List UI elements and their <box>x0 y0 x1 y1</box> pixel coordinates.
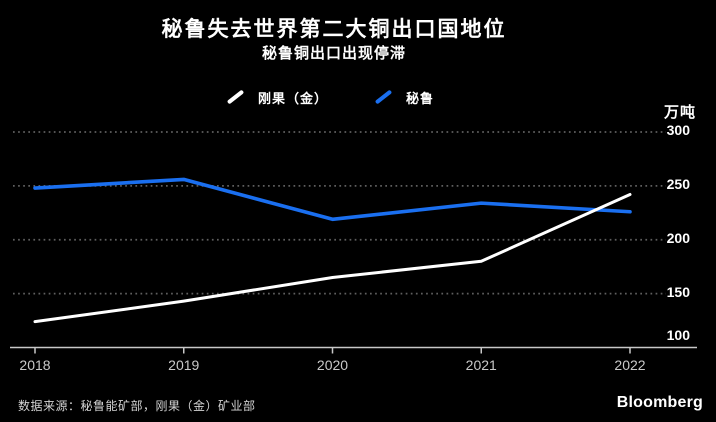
y-axis-labels: 100 150 200 250 300 <box>648 0 690 422</box>
bloomberg-logo: Bloomberg <box>616 394 703 411</box>
x-axis-label-2022: 2022 <box>614 357 646 373</box>
chart-subtitle: 秘鲁铜出口出现停滞 <box>261 45 406 62</box>
congo-drc-line <box>33 192 632 324</box>
source-note: 数据来源：秘鲁能矿部，刚果（金）矿业部 <box>18 399 256 413</box>
x-axis-label-2019: 2019 <box>168 357 200 373</box>
x-axis-label-2020: 2020 <box>316 357 349 373</box>
x-axis-label-2021: 2021 <box>465 357 497 373</box>
x-axis-labels: 2018 2019 2020 2021 2022 <box>0 357 716 375</box>
y-axis-label-150: 150 <box>666 283 690 300</box>
legend-item-peru: 秘鲁 <box>374 88 434 107</box>
x-axis-label-2018: 2018 <box>19 357 51 373</box>
legend: 刚果（金） 秘鲁 <box>226 88 434 106</box>
y-axis-label-300: 300 <box>666 122 690 138</box>
y-axis-label-200: 200 <box>666 229 690 246</box>
chart-title: 秘鲁失去世界第二大铜出口国地位 <box>161 18 507 41</box>
y-axis-unit-label: 万吨 <box>663 104 696 121</box>
peru-line <box>33 177 632 222</box>
legend-item-congo: 刚果（金） <box>226 88 328 107</box>
y-axis-label-250: 250 <box>666 175 690 192</box>
legend-label-congo: 刚果（金） <box>258 90 329 106</box>
legend-label-peru: 秘鲁 <box>406 90 435 106</box>
y-axis-label-100: 100 <box>666 326 690 343</box>
